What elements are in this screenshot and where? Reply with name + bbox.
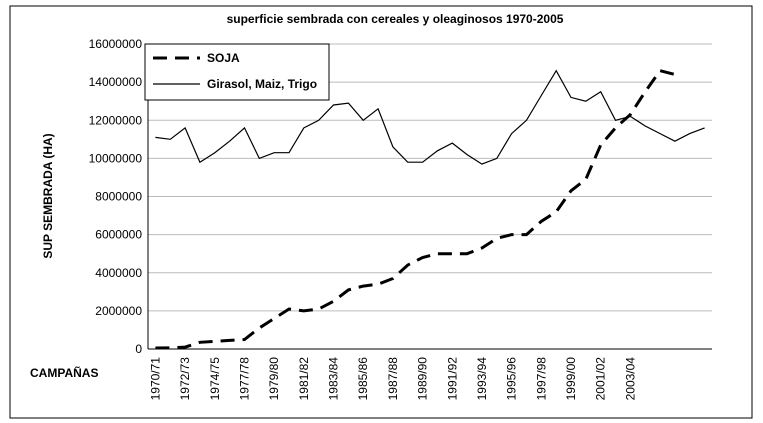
y-tick-label: 8000000 <box>95 190 142 204</box>
x-tick-label: 1999/00 <box>564 357 578 401</box>
x-tick-label: 1995/96 <box>505 357 519 401</box>
legend-box <box>144 43 330 101</box>
y-tick-label: 0 <box>135 342 142 356</box>
x-tick-label: 1970/71 <box>148 357 162 401</box>
x-tick-label: 1991/92 <box>445 357 459 401</box>
x-tick-label: 1987/88 <box>386 357 400 401</box>
x-tick-label: 1979/80 <box>267 357 281 401</box>
x-tick-label: 2003/04 <box>623 357 637 401</box>
series-line <box>155 68 676 350</box>
y-tick-label: 14000000 <box>89 75 143 89</box>
y-tick-label: 12000000 <box>89 113 143 127</box>
y-tick-label: 2000000 <box>95 304 142 318</box>
chart-title: superficie sembrada con cereales y oleag… <box>227 12 564 26</box>
x-tick-label: 1989/90 <box>416 357 430 401</box>
y-axis-label: SUP SEMBRADA (HA) <box>41 133 55 258</box>
x-tick-label: 1972/73 <box>178 357 192 401</box>
x-tick-label: 1974/75 <box>208 357 222 401</box>
x-axis-label: CAMPAÑAS <box>30 365 98 380</box>
x-tick-label: 1981/82 <box>297 357 311 401</box>
x-tick-label: 2001/02 <box>594 357 608 401</box>
y-tick-label: 6000000 <box>95 228 142 242</box>
x-tick-label: 1993/94 <box>475 357 489 401</box>
series-line <box>155 69 705 165</box>
legend-label: SOJA <box>207 51 240 65</box>
x-tick-label: 1985/86 <box>356 357 370 401</box>
y-tick-label: 16000000 <box>89 37 143 51</box>
x-tick-label: 1983/84 <box>327 357 341 401</box>
y-tick-label: 10000000 <box>89 151 143 165</box>
legend-label: Girasol, Maiz, Trigo <box>207 77 317 91</box>
x-tick-label: 1977/78 <box>237 357 251 401</box>
x-tick-label: 1997/98 <box>534 357 548 401</box>
y-tick-label: 4000000 <box>95 266 142 280</box>
chart-frame <box>9 5 753 419</box>
